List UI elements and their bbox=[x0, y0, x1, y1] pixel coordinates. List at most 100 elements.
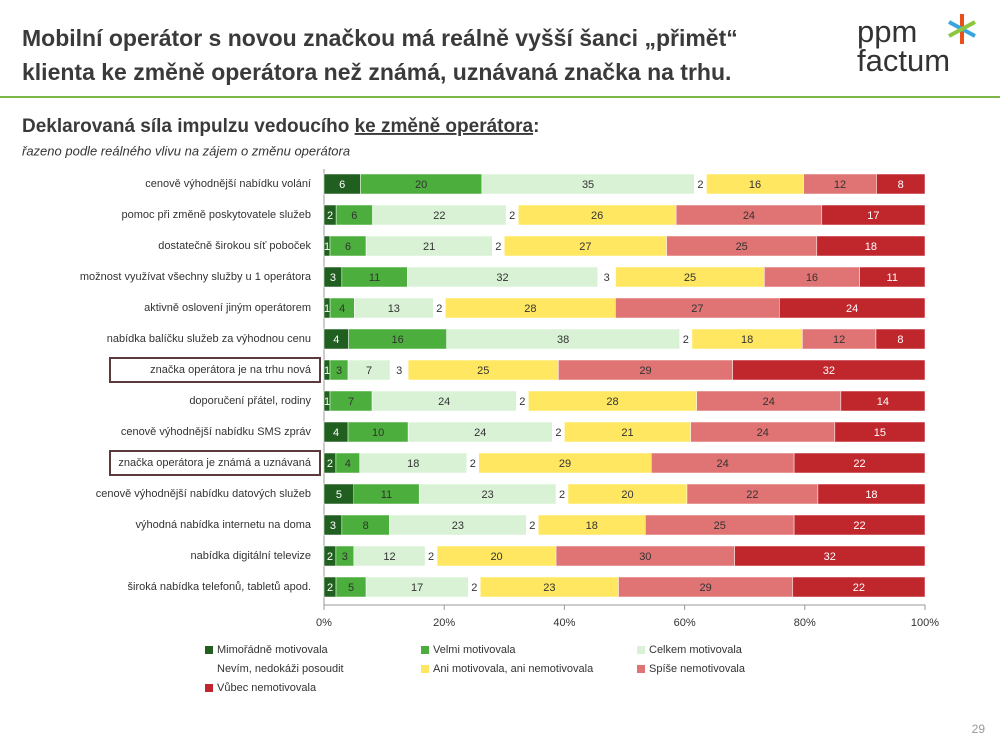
value-label: 2 bbox=[519, 396, 525, 408]
bar-segment bbox=[793, 452, 926, 474]
value-label: 16 bbox=[749, 179, 761, 191]
subtitle-lead: Deklarovaná síla impulzu vedoucího bbox=[22, 116, 355, 137]
value-label: 8 bbox=[363, 520, 369, 532]
value-label: 29 bbox=[559, 458, 571, 470]
value-label: 17 bbox=[867, 210, 879, 222]
legend-swatch bbox=[205, 646, 213, 654]
x-tick-label: 20% bbox=[433, 617, 455, 629]
value-label: 7 bbox=[348, 396, 354, 408]
value-label: 6 bbox=[339, 179, 345, 191]
value-label: 2 bbox=[509, 210, 515, 222]
legend-label: Spíše nemotivovala bbox=[649, 663, 746, 675]
value-label: 24 bbox=[474, 427, 486, 439]
value-label: 22 bbox=[853, 458, 865, 470]
value-label: 12 bbox=[834, 179, 846, 191]
category-label: aktivně oslovení jiným operátorem bbox=[144, 302, 311, 314]
bar-segment bbox=[834, 421, 926, 443]
value-label: 8 bbox=[898, 179, 904, 191]
value-label: 23 bbox=[482, 489, 494, 501]
value-label: 16 bbox=[391, 334, 403, 346]
value-label: 4 bbox=[333, 334, 339, 346]
category-label: cenově výhodnější nabídku volání bbox=[145, 178, 311, 190]
category-label: možnost využívat všechny služby u 1 oper… bbox=[80, 271, 312, 283]
logo-star bbox=[948, 14, 976, 44]
value-label: 2 bbox=[529, 520, 535, 532]
value-label: 18 bbox=[407, 458, 419, 470]
legend-label: Celkem motivovala bbox=[649, 644, 743, 656]
value-label: 24 bbox=[757, 427, 769, 439]
value-label: 18 bbox=[865, 241, 877, 253]
value-label: 25 bbox=[714, 520, 726, 532]
value-label: 3 bbox=[396, 365, 402, 377]
legend-swatch bbox=[205, 684, 213, 692]
value-label: 3 bbox=[330, 272, 336, 284]
value-label: 8 bbox=[897, 334, 903, 346]
legend-swatch bbox=[205, 665, 213, 673]
category-label: značka operátora je na trhu nová bbox=[150, 364, 312, 376]
value-label: 2 bbox=[428, 551, 434, 563]
value-label: 29 bbox=[639, 365, 651, 377]
value-label: 20 bbox=[621, 489, 633, 501]
value-label: 3 bbox=[604, 272, 610, 284]
bar-segment bbox=[816, 235, 926, 257]
value-label: 25 bbox=[684, 272, 696, 284]
value-label: 21 bbox=[621, 427, 633, 439]
value-label: 25 bbox=[736, 241, 748, 253]
value-label: 24 bbox=[763, 396, 775, 408]
value-label: 2 bbox=[327, 458, 333, 470]
value-label: 24 bbox=[743, 210, 755, 222]
value-label: 15 bbox=[874, 427, 886, 439]
value-label: 11 bbox=[887, 272, 898, 284]
value-label: 20 bbox=[490, 551, 502, 563]
value-label: 22 bbox=[853, 582, 865, 594]
bar-segment bbox=[779, 297, 926, 319]
value-label: 28 bbox=[606, 396, 618, 408]
logo-text: ppm bbox=[857, 14, 917, 49]
value-label: 27 bbox=[691, 303, 703, 315]
category-label: široká nabídka telefonů, tabletů apod. bbox=[128, 581, 311, 593]
bar-segment bbox=[875, 328, 926, 350]
legend-label: Ani motivovala, ani nemotivovala bbox=[433, 663, 594, 675]
value-label: 4 bbox=[339, 303, 345, 315]
highlight-box bbox=[109, 450, 321, 476]
subtitle: Deklarovaná síla impulzu vedoucího ke zm… bbox=[22, 116, 539, 137]
value-label: 24 bbox=[438, 396, 450, 408]
value-label: 4 bbox=[333, 427, 339, 439]
value-label: 23 bbox=[543, 582, 555, 594]
value-label: 16 bbox=[806, 272, 818, 284]
legend-swatch bbox=[637, 646, 645, 654]
value-label: 22 bbox=[433, 210, 445, 222]
value-label: 23 bbox=[452, 520, 464, 532]
bar-segment bbox=[817, 483, 926, 505]
value-label: 24 bbox=[846, 303, 858, 315]
value-label: 18 bbox=[586, 520, 598, 532]
bar-segment bbox=[793, 514, 926, 536]
legend-label: Velmi motivovala bbox=[433, 644, 516, 656]
value-label: 38 bbox=[557, 334, 569, 346]
x-tick-label: 60% bbox=[674, 617, 696, 629]
legend-swatch bbox=[421, 646, 429, 654]
bar-segment bbox=[732, 359, 926, 381]
value-label: 26 bbox=[591, 210, 603, 222]
value-label: 7 bbox=[366, 365, 372, 377]
value-label: 2 bbox=[470, 458, 476, 470]
value-label: 2 bbox=[471, 582, 477, 594]
value-label: 32 bbox=[823, 365, 835, 377]
value-label: 2 bbox=[327, 551, 333, 563]
value-label: 10 bbox=[372, 427, 384, 439]
value-label: 2 bbox=[495, 241, 501, 253]
value-label: 14 bbox=[877, 396, 889, 408]
x-tick-label: 80% bbox=[794, 617, 816, 629]
bar-segment bbox=[876, 173, 926, 195]
category-label: nabídka digitální televize bbox=[191, 550, 311, 562]
value-label: 27 bbox=[579, 241, 591, 253]
value-label: 4 bbox=[345, 458, 351, 470]
value-label: 2 bbox=[555, 427, 561, 439]
value-label: 32 bbox=[824, 551, 836, 563]
value-label: 13 bbox=[388, 303, 400, 315]
value-label: 3 bbox=[330, 520, 336, 532]
value-label: 3 bbox=[342, 551, 348, 563]
value-label: 32 bbox=[496, 272, 508, 284]
legend-swatch bbox=[421, 665, 429, 673]
